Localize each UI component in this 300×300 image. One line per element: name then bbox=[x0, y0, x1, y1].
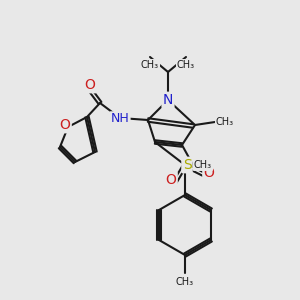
Text: CH₃: CH₃ bbox=[141, 60, 159, 70]
Text: S: S bbox=[183, 158, 191, 172]
Text: CH₃: CH₃ bbox=[177, 60, 195, 70]
Text: O: O bbox=[166, 173, 176, 187]
Text: CH₃: CH₃ bbox=[216, 117, 234, 127]
Text: NH: NH bbox=[111, 112, 129, 125]
Text: O: O bbox=[85, 78, 95, 92]
Text: O: O bbox=[60, 118, 70, 132]
Text: CH₃: CH₃ bbox=[176, 277, 194, 287]
Text: O: O bbox=[204, 166, 214, 180]
Text: CH₃: CH₃ bbox=[194, 160, 212, 170]
Text: N: N bbox=[163, 93, 173, 107]
